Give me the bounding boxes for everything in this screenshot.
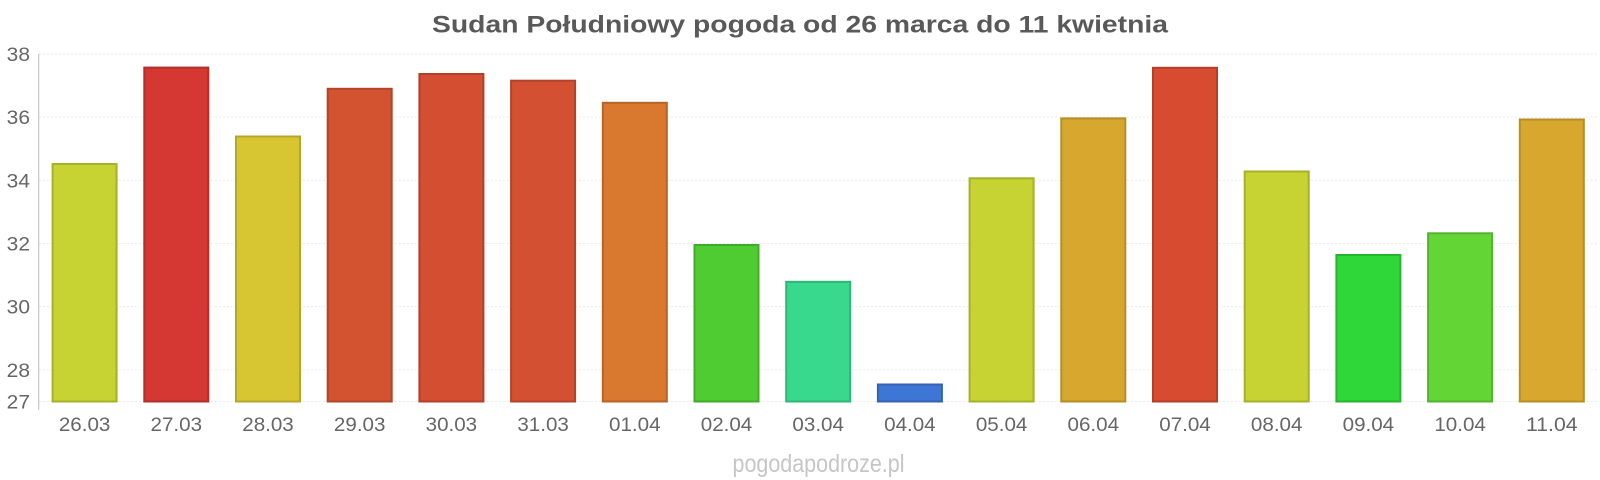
svg-text:30.03: 30.03 (426, 414, 478, 436)
svg-text:36: 36 (7, 107, 30, 129)
svg-text:04.04: 04.04 (884, 414, 936, 436)
svg-text:05.04: 05.04 (976, 414, 1028, 436)
svg-text:10.04: 10.04 (1434, 414, 1486, 436)
svg-text:Sudan Południowy pogoda od 26: Sudan Południowy pogoda od 26 marca do 1… (432, 12, 1169, 39)
svg-text:09.04: 09.04 (1343, 414, 1395, 436)
svg-text:32: 32 (7, 233, 30, 255)
svg-text:03.04: 03.04 (792, 414, 844, 436)
svg-text:08.04: 08.04 (1251, 414, 1303, 436)
svg-text:11.04: 11.04 (1526, 414, 1578, 436)
svg-text:27.03: 27.03 (151, 414, 203, 436)
svg-text:06.04: 06.04 (1068, 414, 1120, 436)
svg-text:31.03: 31.03 (517, 414, 569, 436)
svg-text:pogodapodroze.pl: pogodapodroze.pl (733, 450, 905, 478)
svg-text:29.03: 29.03 (334, 414, 386, 436)
svg-text:30: 30 (7, 297, 30, 319)
svg-text:27: 27 (7, 391, 30, 413)
svg-text:26.03: 26.03 (59, 414, 111, 436)
svg-text:28.03: 28.03 (242, 414, 294, 436)
svg-text:34: 34 (7, 170, 30, 192)
svg-text:01.04: 01.04 (609, 414, 661, 436)
svg-text:28: 28 (7, 360, 30, 382)
svg-text:02.04: 02.04 (701, 414, 753, 436)
svg-text:07.04: 07.04 (1159, 414, 1211, 436)
svg-text:38: 38 (7, 44, 30, 66)
